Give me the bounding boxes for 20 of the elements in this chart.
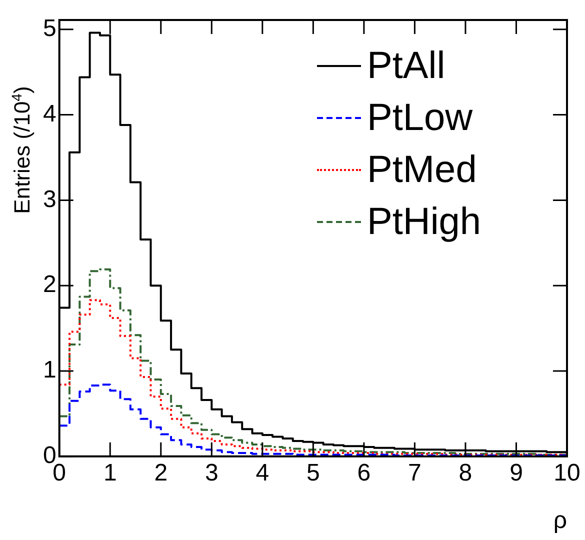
- x-tick-label: 1: [103, 459, 117, 486]
- legend-label: PtAll: [367, 44, 446, 88]
- x-tick-label: 6: [357, 459, 371, 486]
- x-tick-label: 5: [306, 459, 320, 486]
- x-tick-label: 7: [408, 459, 422, 486]
- x-tick-label: 8: [458, 459, 472, 486]
- y-tick-label: 3: [42, 186, 56, 213]
- x-tick-label: 2: [154, 459, 168, 486]
- x-axis-title: ρ: [553, 507, 567, 534]
- x-tick-label: 3: [204, 459, 218, 486]
- x-tick-label: 9: [510, 459, 523, 486]
- legend-label: PtMed: [367, 148, 477, 192]
- x-tick-label: 4: [256, 459, 270, 486]
- y-tick-label: 1: [42, 356, 56, 384]
- legend-label: PtHigh: [367, 200, 482, 244]
- y-tick-label: 2: [42, 271, 56, 298]
- x-tick-label: 10: [554, 459, 580, 486]
- y-tick-label: 4: [42, 100, 56, 128]
- legend-label: PtLow: [367, 96, 473, 140]
- y-tick-label: 5: [42, 15, 56, 42]
